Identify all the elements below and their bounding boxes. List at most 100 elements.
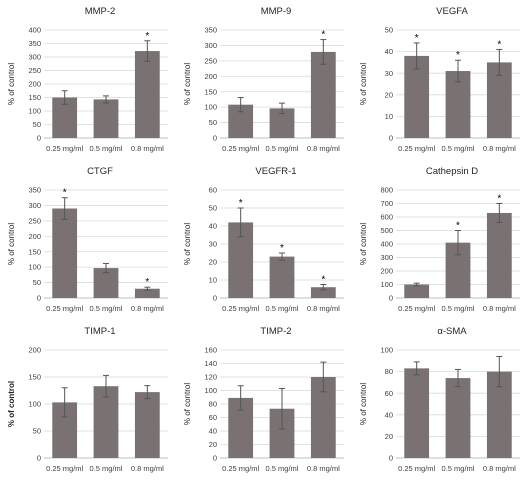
y-tick-label: 300 <box>28 53 41 62</box>
y-axis-label: % of control <box>359 223 368 265</box>
y-tick-label: 300 <box>380 253 393 262</box>
bar <box>52 208 78 298</box>
y-tick-label: 100 <box>28 107 41 116</box>
significance-star: * <box>321 30 325 41</box>
chart-panel-mmp2: 0 50 100 150 200 250 300 350 400 MMP-2 % of contro… <box>0 0 176 160</box>
y-tick-label: 0 <box>389 134 393 143</box>
x-tick-label: 0.8 mg/ml <box>131 304 164 313</box>
y-tick-label: 100 <box>380 280 393 289</box>
chart-svg: 0 50 100 150 200 TIMP-1 % of control 0.25 mg/ml… <box>7 326 168 473</box>
chart-panel-cathepsin-d: 0 100 200 300 400 500 600 700 800 Cathepsin D % of… <box>352 160 528 320</box>
x-tick-label: 0.5 mg/ml <box>266 304 299 313</box>
y-tick-label: 10 <box>209 276 217 285</box>
x-tick-label: 0.25 mg/ml <box>222 464 259 473</box>
y-tick-label: 250 <box>28 216 41 225</box>
y-tick-label: 150 <box>28 93 41 102</box>
y-tick-label: 350 <box>28 39 41 48</box>
chart-panel-vegfa: 0 10 20 30 40 50 VEGFA % of control * 0.25 mg/ml *… <box>352 0 528 160</box>
x-tick-label: 0.5 mg/ml <box>90 464 123 473</box>
y-tick-label: 60 <box>209 413 217 422</box>
y-tick-label: 250 <box>28 66 41 75</box>
y-tick-label: 200 <box>28 346 41 355</box>
chart-title: MMP-2 <box>85 6 116 17</box>
y-tick-label: 0 <box>389 454 393 463</box>
y-tick-label: 0 <box>37 454 41 463</box>
y-axis-label: % of control <box>359 63 368 105</box>
chart-title: VEGFA <box>436 6 468 17</box>
y-axis-label: % of control <box>183 383 192 425</box>
y-tick-label: 0 <box>213 134 217 143</box>
significance-star: * <box>497 194 501 205</box>
y-tick-label: 100 <box>380 346 393 355</box>
y-tick-label: 80 <box>385 367 393 376</box>
chart-panel-alpha-sma: 0 20 40 60 80 100 α-SMA % of control 0.25 mg/ml 0… <box>352 320 528 480</box>
y-tick-label: 600 <box>380 213 393 222</box>
chart-title: α-SMA <box>437 326 467 337</box>
chart-svg: 0 10 20 30 40 50 60 VEGFR-1 % of control * 0.25 mg… <box>183 166 344 313</box>
significance-star: * <box>63 188 67 199</box>
y-tick-label: 150 <box>28 247 41 256</box>
x-tick-label: 0.25 mg/ml <box>398 144 435 153</box>
chart-svg: 0 50 100 150 200 250 300 350 CTGF % of control * 0.… <box>7 166 168 313</box>
significance-star: * <box>456 50 460 61</box>
bar <box>310 287 336 298</box>
y-tick-label: 140 <box>204 359 217 368</box>
chart-svg: 0 10 20 30 40 50 VEGFA % of control * 0.25 mg/ml *… <box>359 6 520 153</box>
y-axis-label: % of control <box>7 223 16 265</box>
chart-title: Cathepsin D <box>426 166 478 177</box>
y-tick-label: 50 <box>33 120 41 129</box>
chart-svg: 0 20 40 60 80 100 α-SMA % of control 0.25 mg/ml 0… <box>359 326 520 473</box>
chart-panel-timp2: 0 20 40 60 80 100 120 140 160 TIMP-2 % of control 0… <box>176 320 352 480</box>
x-tick-label: 0.25 mg/ml <box>46 464 83 473</box>
x-tick-label: 0.25 mg/ml <box>222 144 259 153</box>
x-tick-label: 0.5 mg/ml <box>90 144 123 153</box>
chart-panel-vegfr1: 0 10 20 30 40 50 60 VEGFR-1 % of control * 0.25 mg… <box>176 160 352 320</box>
y-tick-label: 350 <box>204 26 217 35</box>
x-tick-label: 0.5 mg/ml <box>442 304 475 313</box>
y-tick-label: 300 <box>204 41 217 50</box>
y-tick-label: 60 <box>209 186 217 195</box>
bar <box>269 256 295 298</box>
y-tick-label: 0 <box>37 134 41 143</box>
y-tick-label: 800 <box>380 186 393 195</box>
y-tick-label: 400 <box>28 26 41 35</box>
x-tick-label: 0.8 mg/ml <box>483 304 516 313</box>
y-tick-label: 100 <box>28 263 41 272</box>
chart-svg: 0 50 100 150 200 250 300 350 MMP-9 % of control 0.… <box>183 6 344 153</box>
chart-svg: 0 20 40 60 80 100 120 140 160 TIMP-2 % of control 0… <box>183 326 344 473</box>
x-tick-label: 0.8 mg/ml <box>131 144 164 153</box>
significance-star: * <box>239 198 243 209</box>
chart-title: MMP-9 <box>261 6 292 17</box>
significance-star: * <box>145 31 149 42</box>
chart-panel-mmp9: 0 50 100 150 200 250 300 350 MMP-9 % of control 0.… <box>176 0 352 160</box>
y-tick-label: 40 <box>385 47 393 56</box>
x-tick-label: 0.8 mg/ml <box>307 464 340 473</box>
chart-svg: 0 100 200 300 400 500 600 700 800 Cathepsin D % of… <box>359 166 520 313</box>
significance-star: * <box>321 275 325 286</box>
chart-svg: 0 50 100 150 200 250 300 350 400 MMP-2 % of contro… <box>7 6 168 153</box>
bar <box>486 212 512 298</box>
y-tick-label: 100 <box>204 103 217 112</box>
y-tick-label: 100 <box>28 400 41 409</box>
x-tick-label: 0.8 mg/ml <box>483 144 516 153</box>
x-tick-label: 0.25 mg/ml <box>222 304 259 313</box>
y-axis-label: % of control <box>359 383 368 425</box>
y-tick-label: 30 <box>209 240 217 249</box>
x-tick-label: 0.25 mg/ml <box>398 304 435 313</box>
y-tick-label: 40 <box>209 222 217 231</box>
y-axis-label: % of control <box>7 63 16 105</box>
x-tick-label: 0.8 mg/ml <box>307 304 340 313</box>
y-tick-label: 0 <box>37 294 41 303</box>
y-tick-label: 80 <box>209 400 217 409</box>
x-tick-label: 0.8 mg/ml <box>131 464 164 473</box>
y-tick-label: 20 <box>209 258 217 267</box>
y-tick-label: 700 <box>380 199 393 208</box>
y-tick-label: 0 <box>389 294 393 303</box>
y-tick-label: 500 <box>380 226 393 235</box>
y-tick-label: 120 <box>204 373 217 382</box>
bar <box>93 99 119 138</box>
significance-star: * <box>280 243 284 254</box>
y-tick-label: 160 <box>204 346 217 355</box>
y-tick-label: 400 <box>380 240 393 249</box>
